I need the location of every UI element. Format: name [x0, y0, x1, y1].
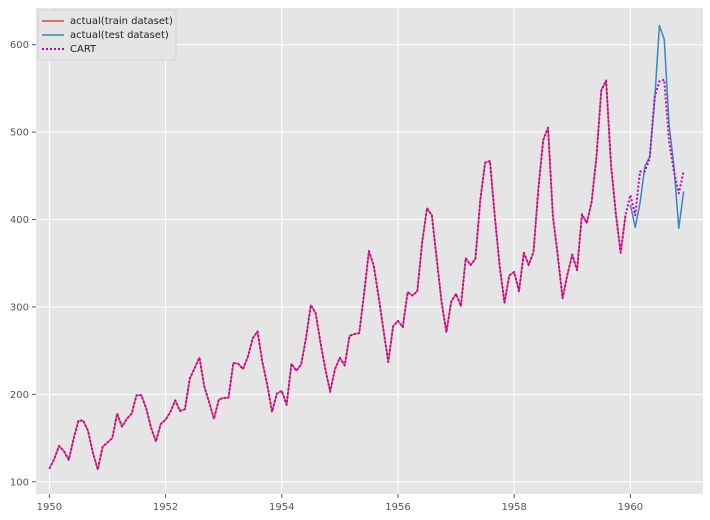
series-layer [48, 24, 685, 471]
x-tick-label: 1950 [37, 502, 62, 513]
x-tick-label: 1956 [385, 502, 410, 513]
legend-box [37, 9, 177, 61]
legend-label-cart: CART [70, 44, 97, 55]
y-tick-label: 200 [10, 390, 29, 401]
series-line-test [629, 24, 685, 230]
y-tick-label: 300 [10, 302, 29, 313]
y-tick-label: 600 [10, 40, 29, 51]
legend-label-test: actual(test dataset) [70, 30, 169, 41]
x-tick-label: 1954 [269, 502, 294, 513]
y-tick-label: 400 [10, 215, 29, 226]
y-tick-label: 500 [10, 128, 29, 139]
x-tick-label: 1960 [618, 502, 643, 513]
grid-lines [36, 8, 703, 494]
series-line-cart [48, 78, 685, 471]
axis-ticks: 1950 1952 1954 1956 1958 1960 100 200 300 400 500 6… [10, 40, 643, 513]
legend-label-train: actual(train dataset) [70, 16, 173, 27]
x-tick-label: 1952 [153, 502, 178, 513]
legend: actual(train dataset) actual(test datase… [37, 9, 177, 61]
y-tick-label: 100 [10, 477, 29, 488]
x-tick-label: 1958 [501, 502, 526, 513]
